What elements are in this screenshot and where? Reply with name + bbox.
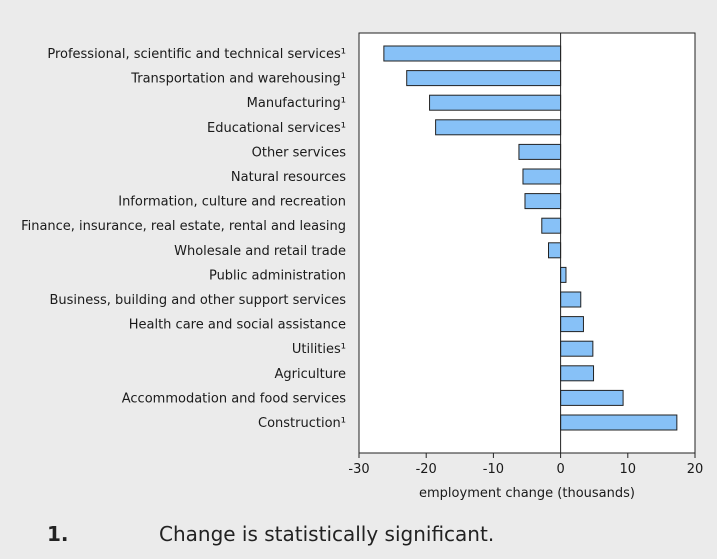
bar [560, 291, 582, 308]
category-label: Natural resources [231, 170, 346, 185]
bar [560, 365, 595, 382]
category-label: Utilities¹ [292, 342, 346, 357]
bar [524, 193, 562, 210]
bar-chart: Professional, scientific and technical s… [21, 32, 703, 501]
category-label: Accommodation and food services [122, 391, 346, 406]
category-label: Educational services¹ [207, 121, 346, 136]
bar [518, 143, 562, 160]
category-label: Transportation and warehousing¹ [130, 72, 346, 87]
bar [383, 45, 562, 62]
category-label: Other services [252, 145, 347, 160]
category-label: Health care and social assistance [129, 318, 346, 333]
bar [429, 94, 562, 111]
category-label: Wholesale and retail trade [174, 244, 346, 259]
category-label: Finance, insurance, real estate, rental … [21, 219, 346, 234]
bar [548, 242, 562, 259]
x-tick-label: -30 [348, 462, 369, 477]
category-label: Agriculture [275, 367, 347, 382]
bar [560, 316, 584, 333]
bar [560, 266, 567, 283]
category-label: Manufacturing¹ [247, 96, 346, 111]
x-tick-label: 20 [687, 462, 704, 477]
bar [435, 119, 562, 136]
x-axis-ticks: -30 -20 -10 0 10 20 [348, 453, 703, 477]
x-tick-label: -20 [416, 462, 437, 477]
x-tick-label: 0 [556, 462, 564, 477]
x-tick-label: -10 [483, 462, 504, 477]
bar [541, 217, 562, 234]
bar [560, 414, 678, 431]
category-label: Information, culture and recreation [118, 195, 346, 210]
bar [406, 70, 562, 87]
category-label: Public administration [209, 268, 346, 283]
x-axis-label: employment change (thousands) [419, 486, 635, 501]
category-labels: Professional, scientific and technical s… [21, 47, 346, 431]
x-tick-label: 10 [620, 462, 637, 477]
footnote: 1. Change is statistically significant. [47, 522, 494, 546]
bar [522, 168, 562, 185]
category-label: Professional, scientific and technical s… [47, 47, 346, 62]
category-label: Construction¹ [258, 416, 346, 431]
footnote-text: Change is statistically significant. [159, 522, 495, 546]
bar [560, 340, 594, 357]
category-label: Business, building and other support ser… [49, 293, 346, 308]
bar [560, 389, 624, 406]
footnote-number: 1. [47, 522, 69, 546]
